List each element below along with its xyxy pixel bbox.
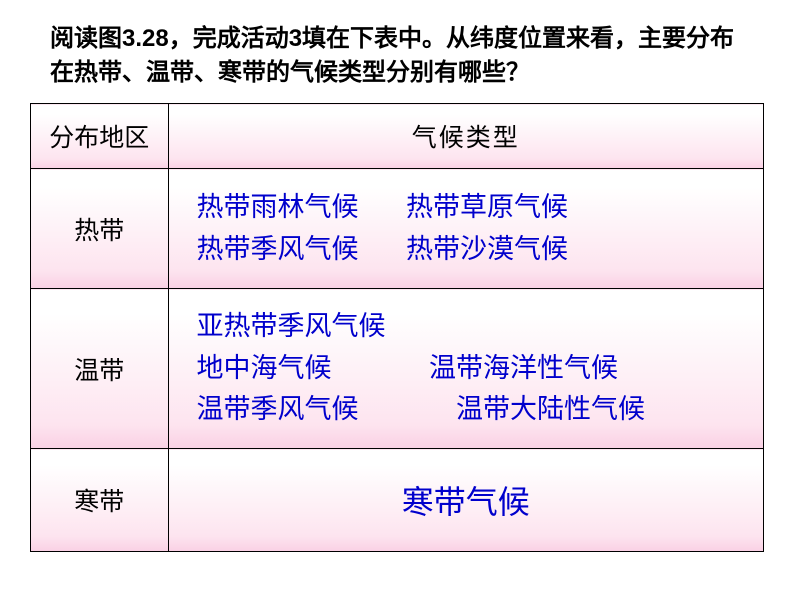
row-label-cold: 寒带 bbox=[31, 449, 169, 552]
row-content-cold: 寒带气候 bbox=[168, 449, 763, 552]
table-row: 热带 热带雨林气候 热带草原气候 热带季风气候 热带沙漠气候 bbox=[31, 169, 764, 289]
header-climate: 气候类型 bbox=[168, 104, 763, 169]
climate-item: 热带草原气候 bbox=[406, 187, 568, 229]
climate-table-wrapper: 分布地区 气候类型 热带 热带雨林气候 热带草原气候 热带季风气候 热带沙漠气候 bbox=[30, 103, 764, 552]
table-row: 温带 亚热带季风气候 地中海气候 温带海洋性气候 温带季风气候 温带大陆性气候 bbox=[31, 289, 764, 449]
tropical-climates: 热带雨林气候 热带草原气候 热带季风气候 热带沙漠气候 bbox=[197, 187, 753, 271]
climate-item: 热带季风气候 bbox=[197, 229, 359, 271]
table-header-row: 分布地区 气候类型 bbox=[31, 104, 764, 169]
climate-item: 热带雨林气候 bbox=[197, 187, 359, 229]
row-content-tropical: 热带雨林气候 热带草原气候 热带季风气候 热带沙漠气候 bbox=[168, 169, 763, 289]
climate-item: 寒带气候 bbox=[402, 484, 530, 520]
climate-item: 温带季风气候 bbox=[197, 389, 359, 431]
row-label-temperate: 温带 bbox=[31, 289, 169, 449]
question-prompt: 阅读图3.28，完成活动3填在下表中。从纬度位置来看，主要分布在热带、温带、寒带… bbox=[50, 22, 750, 89]
row-label-tropical: 热带 bbox=[31, 169, 169, 289]
climate-table: 分布地区 气候类型 热带 热带雨林气候 热带草原气候 热带季风气候 热带沙漠气候 bbox=[30, 103, 764, 552]
temperate-climates: 亚热带季风气候 地中海气候 温带海洋性气候 温带季风气候 温带大陆性气候 bbox=[197, 306, 753, 432]
climate-item: 温带大陆性气候 bbox=[456, 389, 645, 431]
climate-item: 地中海气候 bbox=[197, 348, 332, 390]
climate-item: 热带沙漠气候 bbox=[406, 229, 568, 271]
header-region: 分布地区 bbox=[31, 104, 169, 169]
climate-item: 温带海洋性气候 bbox=[429, 348, 618, 390]
climate-item: 亚热带季风气候 bbox=[197, 306, 386, 348]
table-row: 寒带 寒带气候 bbox=[31, 449, 764, 552]
row-content-temperate: 亚热带季风气候 地中海气候 温带海洋性气候 温带季风气候 温带大陆性气候 bbox=[168, 289, 763, 449]
